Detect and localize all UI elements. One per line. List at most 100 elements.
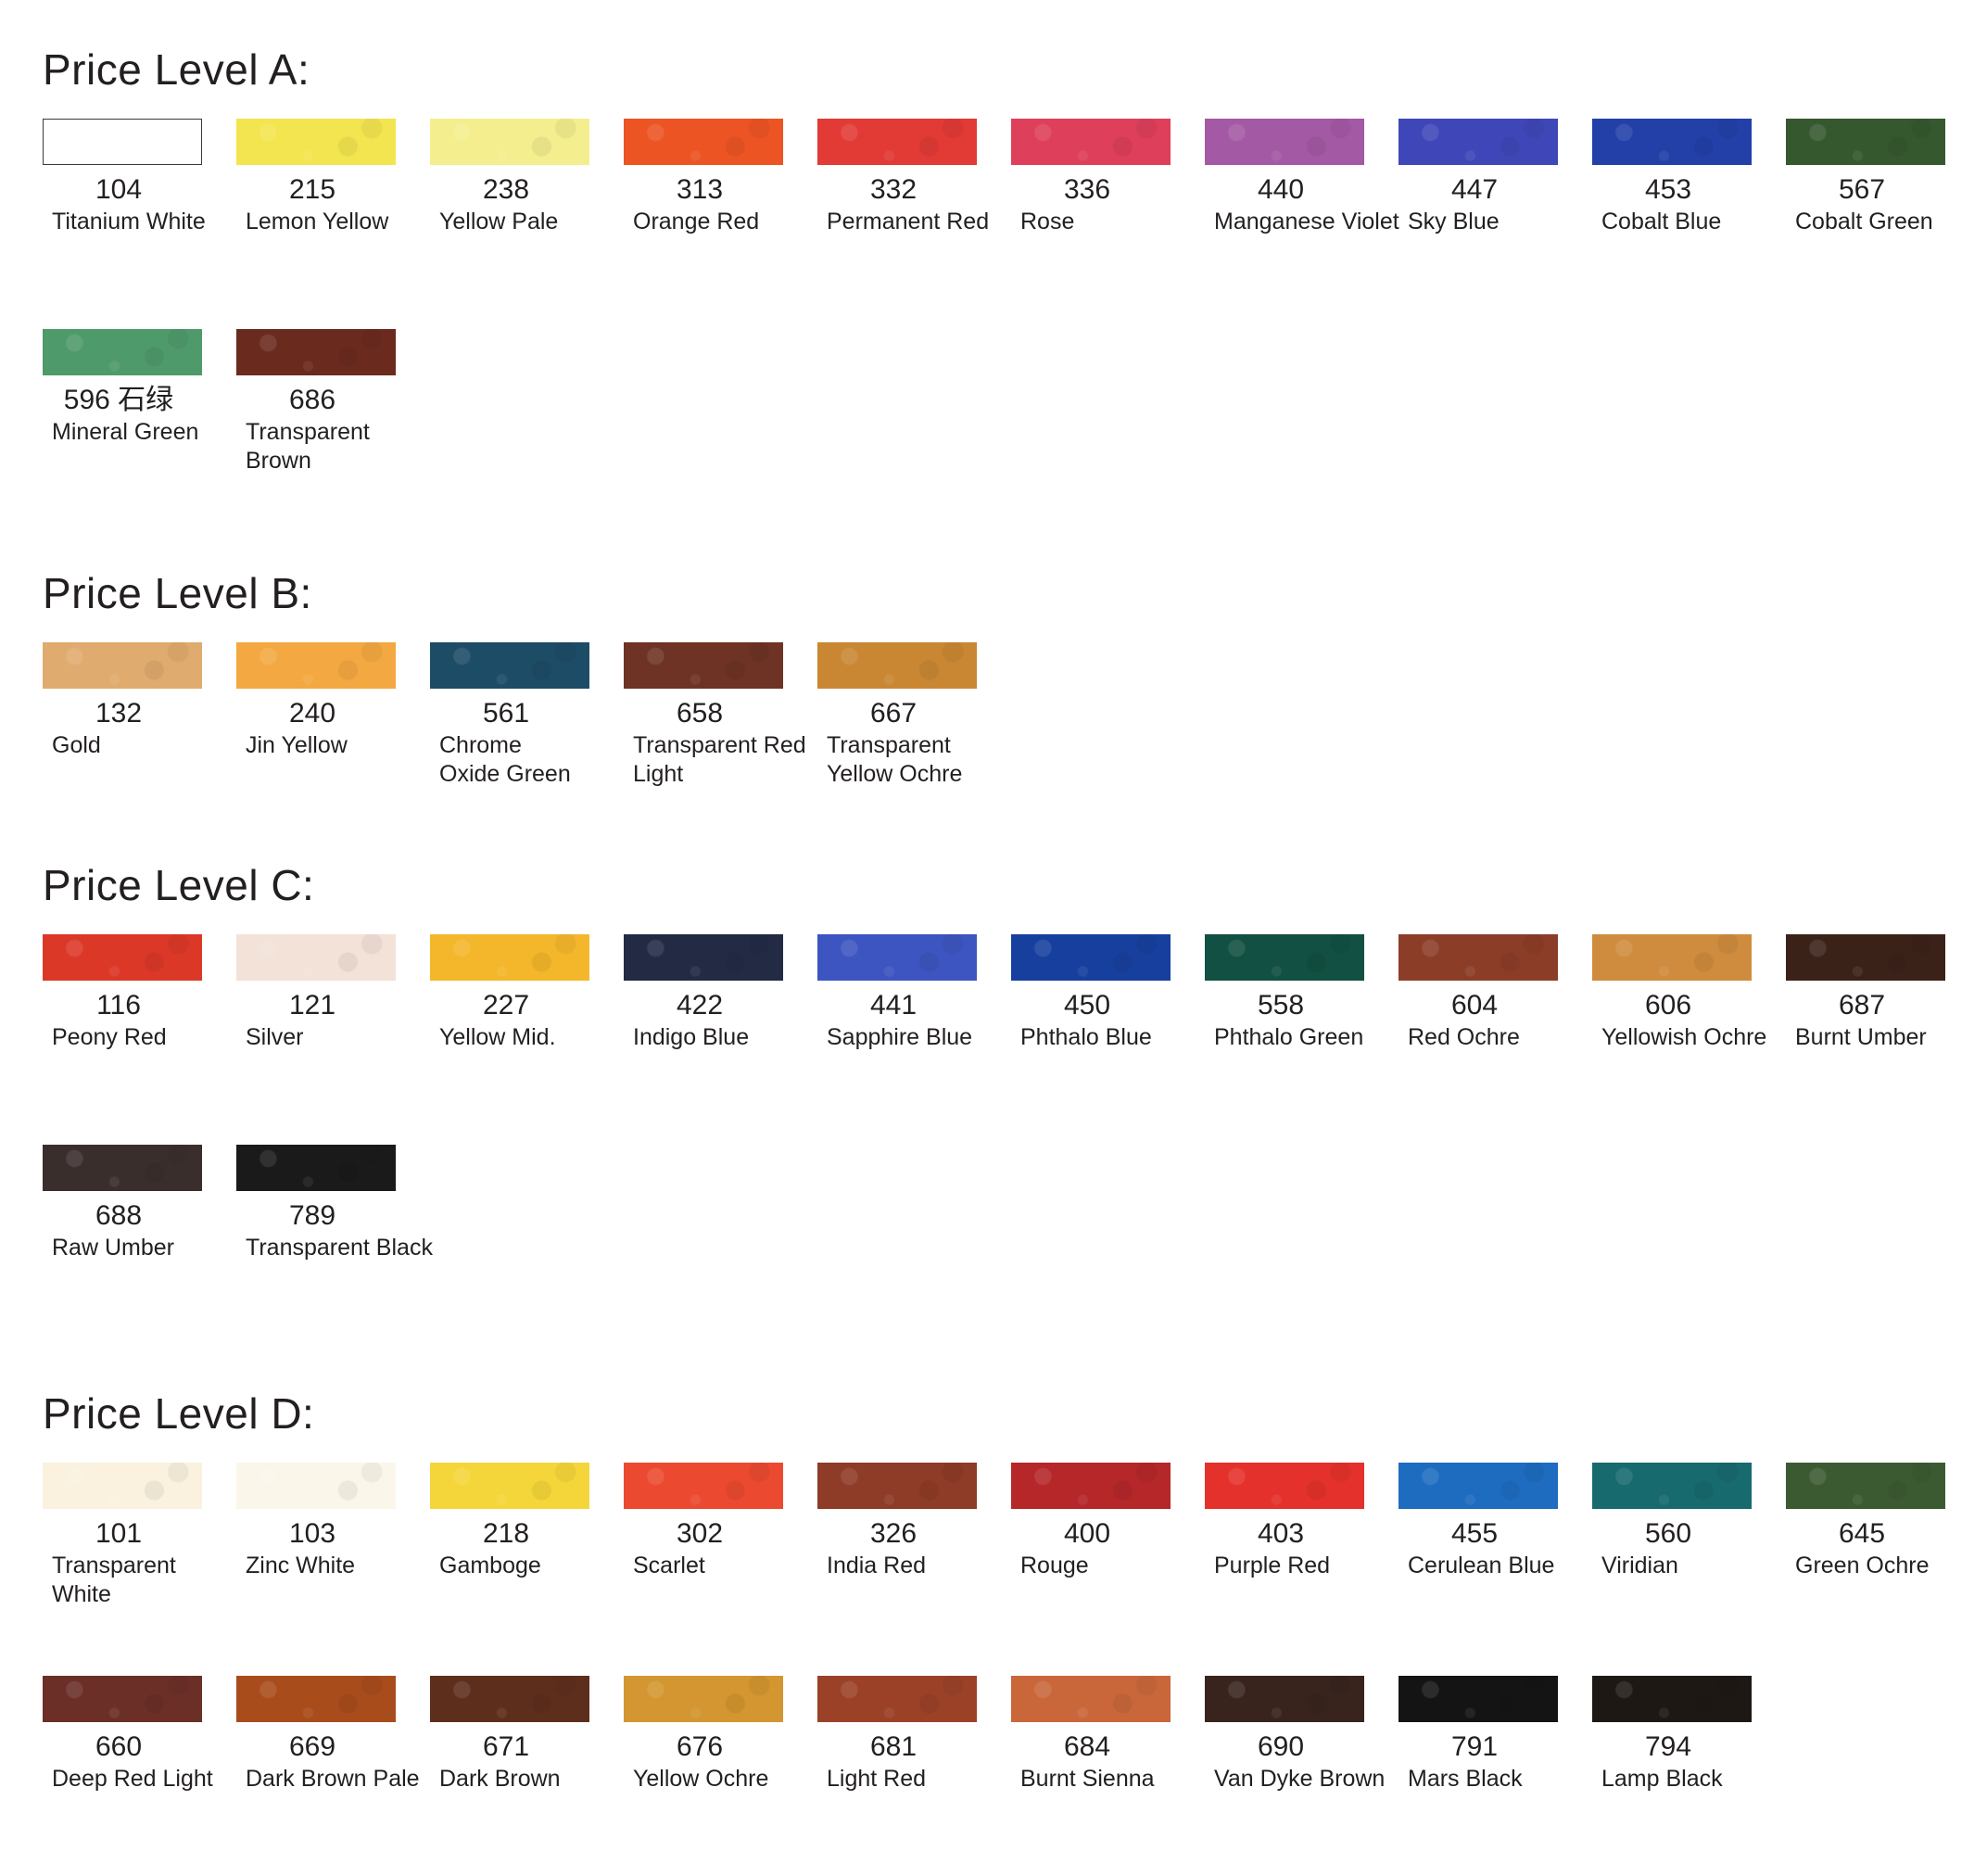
color-swatch-item: 455 Cerulean Blue — [1398, 1463, 1561, 1580]
color-name: Lamp Black — [1601, 1766, 1723, 1792]
color-name: Green Ochre — [1795, 1553, 1930, 1578]
color-swatch — [1011, 934, 1171, 981]
color-code: 660 — [95, 1731, 143, 1762]
color-swatch — [624, 934, 783, 981]
color-name: Cerulean Blue — [1408, 1553, 1555, 1578]
color-name: Van Dyke Brown — [1214, 1766, 1386, 1792]
color-swatch-item: 791 Mars Black — [1398, 1676, 1561, 1794]
color-name: Sky Blue — [1408, 209, 1500, 234]
color-swatch-item: 227 Yellow Mid. — [430, 934, 592, 1052]
section-title: Price Level C: — [43, 861, 315, 909]
color-swatch-item: 422 Indigo Blue — [624, 934, 786, 1052]
color-swatch — [43, 642, 202, 689]
color-name: Yellow Mid. — [439, 1024, 556, 1050]
color-swatch — [43, 119, 202, 165]
color-swatch-item: 440 Manganese Violet — [1205, 119, 1399, 236]
color-swatch — [236, 329, 396, 375]
color-name: Yellow Pale — [439, 209, 559, 234]
color-swatch — [817, 1463, 977, 1509]
section-title: Price Level D: — [43, 1389, 315, 1438]
color-swatch — [1592, 119, 1752, 165]
color-code: 104 — [95, 174, 143, 205]
color-swatch-item: 238 Yellow Pale — [430, 119, 592, 236]
color-swatch — [817, 642, 977, 689]
color-code: 671 — [482, 1731, 530, 1762]
color-swatch-item: 669 Dark Brown Pale — [236, 1676, 420, 1794]
color-name: Peony Red — [52, 1024, 167, 1050]
color-swatch-item: 326 India Red — [817, 1463, 980, 1580]
color-code: 669 — [288, 1731, 336, 1762]
color-code: 218 — [482, 1518, 530, 1549]
color-swatch-item: 596 石绿 Mineral Green — [43, 329, 205, 447]
color-swatch — [1786, 934, 1945, 981]
color-code: 238 — [482, 174, 530, 205]
color-name: Burnt Umber — [1795, 1024, 1927, 1050]
color-swatch — [236, 119, 396, 165]
color-swatch-item: 658 Transparent Red Light — [624, 642, 806, 789]
color-code: 681 — [869, 1731, 918, 1762]
color-swatch — [236, 1463, 396, 1509]
color-swatch — [817, 1676, 977, 1722]
color-name: Permanent Red — [827, 209, 990, 234]
color-name: Silver — [246, 1024, 304, 1050]
color-swatch — [1786, 119, 1945, 165]
color-name: Phthalo Green — [1214, 1024, 1364, 1050]
price-level-section: Price Level B: 132 Gold 240 Jin Yellow 561 Chr… — [43, 561, 1970, 787]
color-swatch — [236, 642, 396, 689]
color-swatch-item: 103 Zinc White — [236, 1463, 399, 1580]
color-swatch-item: 667 Transparent Yellow Ochre — [817, 642, 980, 789]
color-name: Deep Red Light — [52, 1766, 213, 1792]
color-name: Cobalt Blue — [1601, 209, 1722, 234]
swatch-row: 688 Raw Umber 789 Transparent Black — [43, 1145, 1970, 1284]
color-swatch — [1592, 1676, 1752, 1722]
color-swatch-item: 604 Red Ochre — [1398, 934, 1561, 1052]
color-name: Transparent White — [52, 1553, 176, 1607]
color-swatch — [1205, 1463, 1364, 1509]
color-swatch-item: 686 Transparent Brown — [236, 329, 399, 475]
color-swatch — [1592, 934, 1752, 981]
color-swatch-item: 681 Light Red — [817, 1676, 980, 1794]
color-swatch-item: 132 Gold — [43, 642, 205, 760]
color-name: Chrome Oxide Green — [439, 732, 571, 787]
color-swatch-item: 453 Cobalt Blue — [1592, 119, 1754, 236]
color-name: Jin Yellow — [246, 732, 348, 758]
color-code: 688 — [95, 1200, 143, 1231]
color-swatch-item: 447 Sky Blue — [1398, 119, 1561, 236]
swatch-row: 116 Peony Red 121 Silver 227 Yellow Mid. 422 In… — [43, 934, 1970, 1073]
color-code: 560 — [1644, 1518, 1692, 1549]
color-swatch-item: 400 Rouge — [1011, 1463, 1173, 1580]
color-swatch-item: 450 Phthalo Blue — [1011, 934, 1173, 1052]
color-swatch — [1592, 1463, 1752, 1509]
color-swatch — [624, 1463, 783, 1509]
color-swatch-item: 558 Phthalo Green — [1205, 934, 1367, 1052]
color-name: Zinc White — [246, 1553, 356, 1578]
color-code: 240 — [288, 698, 336, 729]
color-swatch-item: 116 Peony Red — [43, 934, 205, 1052]
color-swatch — [430, 1463, 589, 1509]
color-swatch-item: 660 Deep Red Light — [43, 1676, 213, 1794]
color-code: 121 — [288, 990, 336, 1020]
color-swatch-item: 794 Lamp Black — [1592, 1676, 1754, 1794]
color-swatch-item: 606 Yellowish Ochre — [1592, 934, 1766, 1052]
color-swatch-item: 332 Permanent Red — [817, 119, 989, 236]
color-code: 606 — [1644, 990, 1692, 1020]
color-swatch-item: 690 Van Dyke Brown — [1205, 1676, 1385, 1794]
color-code: 332 — [869, 174, 918, 205]
color-code: 422 — [676, 990, 724, 1020]
color-swatch — [817, 119, 977, 165]
color-code: 453 — [1644, 174, 1692, 205]
color-code: 794 — [1644, 1731, 1692, 1762]
color-name: Light Red — [827, 1766, 927, 1792]
color-swatch — [236, 934, 396, 981]
color-swatch-item: 104 Titanium White — [43, 119, 206, 236]
color-code: 450 — [1063, 990, 1111, 1020]
color-swatch-item: 789 Transparent Black — [236, 1145, 433, 1262]
color-swatch-item: 687 Burnt Umber — [1786, 934, 1948, 1052]
color-swatch — [236, 1145, 396, 1191]
color-swatch — [43, 1676, 202, 1722]
color-code: 302 — [676, 1518, 724, 1549]
color-code: 441 — [869, 990, 918, 1020]
color-code: 658 — [676, 698, 724, 729]
color-code: 116 — [96, 990, 141, 1020]
color-code: 103 — [288, 1518, 336, 1549]
